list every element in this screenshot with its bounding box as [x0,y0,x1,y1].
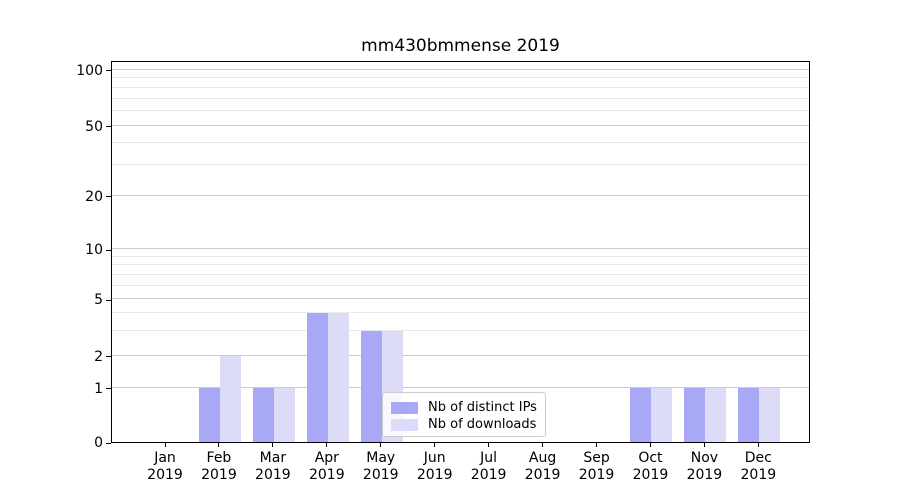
x-tick-label: Aug 2019 [524,450,561,483]
x-tick-label: Oct 2019 [632,450,669,483]
bar-oct-distinct-ips [630,388,652,442]
legend-row-distinct-ips: Nb of distinct IPs [391,399,537,416]
x-tick-mark [703,443,705,447]
legend: Nb of distinct IPs Nb of downloads [382,392,546,437]
x-tick-label: Sep 2019 [578,450,615,483]
bar-nov-downloads [705,388,727,442]
bar-nov-distinct-ips [684,388,706,442]
x-tick-mark [272,443,274,447]
bar-oct-downloads [651,388,673,442]
major-gridline [112,387,809,388]
y-tick-mark [106,70,111,72]
x-tick-mark [380,443,382,447]
bar-mar-distinct-ips [252,388,274,442]
minor-gridline [112,141,809,143]
bar-dec-downloads [759,388,781,442]
x-tick-label: Dec 2019 [740,450,777,483]
major-gridline [112,354,809,356]
y-tick-label: 50 [85,118,103,135]
major-gridline [112,194,809,196]
bar-mar-downloads [273,388,295,442]
legend-swatch-downloads [391,418,418,431]
x-tick-label: Feb 2019 [201,450,237,483]
legend-label-downloads: Nb of downloads [428,417,537,432]
minor-gridline [112,273,809,275]
minor-gridline [112,264,809,266]
minor-gridline [112,109,809,111]
major-gridline [112,298,809,300]
bar-feb-distinct-ips [198,388,220,442]
y-tick-label: 100 [76,62,103,79]
plot-area [111,61,810,443]
minor-gridline [112,255,809,257]
y-tick-label: 20 [85,188,103,205]
minor-gridline [112,311,809,313]
x-tick-mark [488,443,490,447]
y-tick-mark [106,249,111,251]
minor-gridline [112,329,809,331]
bar-apr-downloads [327,312,349,442]
y-tick-mark [106,299,111,301]
y-tick-label: 10 [85,242,103,258]
x-tick-mark [326,443,328,447]
minor-gridline [112,284,809,286]
legend-swatch-distinct-ips [391,401,418,414]
x-tick-mark [757,443,759,447]
x-tick-mark [218,443,220,447]
x-tick-mark [434,443,436,447]
bar-may-distinct-ips [360,330,382,442]
minor-gridline [112,163,809,165]
minor-gridline [112,77,809,79]
x-tick-mark [542,443,544,447]
y-tick-mark [106,388,111,390]
minor-gridline [112,86,809,88]
major-gridline [112,68,809,70]
x-tick-label: Apr 2019 [308,450,345,483]
bar-feb-downloads [219,355,241,442]
legend-row-downloads: Nb of downloads [391,416,537,433]
x-tick-label: Jun 2019 [416,450,453,483]
major-gridline [112,124,809,126]
x-tick-label: Nov 2019 [686,450,723,483]
y-tick-mark [106,442,111,444]
major-gridline [112,248,809,250]
chart-title: mm430bmmense 2019 [361,36,560,56]
x-tick-label: Mar 2019 [255,450,291,483]
y-tick-mark [106,356,111,358]
x-tick-label: May 2019 [362,450,399,483]
y-tick-label: 0 [94,435,103,451]
y-tick-label: 1 [94,380,103,397]
x-tick-mark [164,443,166,447]
y-tick-mark [106,196,111,198]
bar-apr-distinct-ips [306,312,328,442]
x-tick-mark [596,443,598,447]
minor-gridline [112,97,809,99]
legend-label-distinct-ips: Nb of distinct IPs [428,400,537,415]
x-tick-label: Jul 2019 [470,450,507,483]
x-tick-label: Jan 2019 [147,450,183,483]
y-tick-mark [106,126,111,128]
bar-dec-distinct-ips [738,388,760,442]
y-tick-label: 5 [94,292,103,309]
x-tick-mark [649,443,651,447]
y-tick-label: 2 [94,348,103,365]
